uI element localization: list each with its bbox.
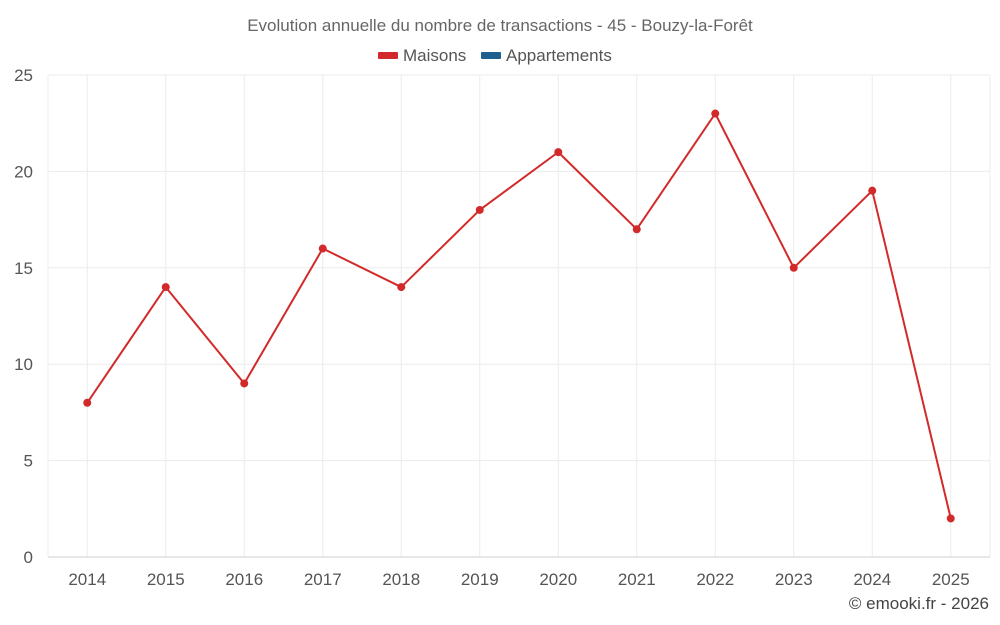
y-tick-label: 25 [14, 66, 33, 85]
data-point [397, 283, 406, 292]
data-point [711, 109, 720, 118]
x-tick-label: 2021 [618, 570, 656, 589]
credit-text: © emooki.fr - 2026 [849, 594, 989, 613]
series-lines [86, 112, 952, 520]
data-point [161, 283, 170, 292]
data-point [475, 205, 484, 214]
data-point [554, 148, 563, 157]
data-point [83, 398, 92, 407]
y-axis-ticks: 0 5 10 15 20 25 [14, 66, 33, 567]
legend-label-maisons[interactable]: Maisons [403, 46, 466, 65]
legend-label-appartements[interactable]: Appartements [506, 46, 612, 65]
y-tick-label: 20 [14, 162, 33, 181]
x-tick-label: 2019 [461, 570, 499, 589]
y-tick-label: 5 [24, 452, 33, 471]
x-tick-label: 2014 [68, 570, 106, 589]
x-tick-label: 2016 [225, 570, 263, 589]
series-line-maisons [86, 112, 952, 520]
x-tick-label: 2024 [853, 570, 891, 589]
x-tick-label: 2020 [539, 570, 577, 589]
data-point [632, 225, 641, 234]
legend: Maisons Appartements [378, 46, 612, 65]
chart-title: Evolution annuelle du nombre de transact… [247, 16, 753, 35]
x-tick-label: 2017 [304, 570, 342, 589]
legend-swatch-appartements [481, 52, 501, 59]
x-tick-label: 2015 [147, 570, 185, 589]
data-point [946, 514, 955, 523]
data-point [789, 263, 798, 272]
x-tick-label: 2023 [775, 570, 813, 589]
x-tick-label: 2025 [932, 570, 970, 589]
legend-swatch-maisons [378, 52, 398, 59]
x-tick-label: 2018 [382, 570, 420, 589]
x-axis-ticks: 2014 2015 2016 2017 2018 2019 2020 2021 2022 2023… [68, 570, 969, 589]
y-tick-label: 10 [14, 355, 33, 374]
data-point [868, 186, 877, 195]
data-point [318, 244, 327, 253]
y-tick-label: 0 [24, 548, 33, 567]
data-point [240, 379, 249, 388]
x-tick-label: 2022 [696, 570, 734, 589]
series-points [83, 109, 955, 523]
y-tick-label: 15 [14, 259, 33, 278]
